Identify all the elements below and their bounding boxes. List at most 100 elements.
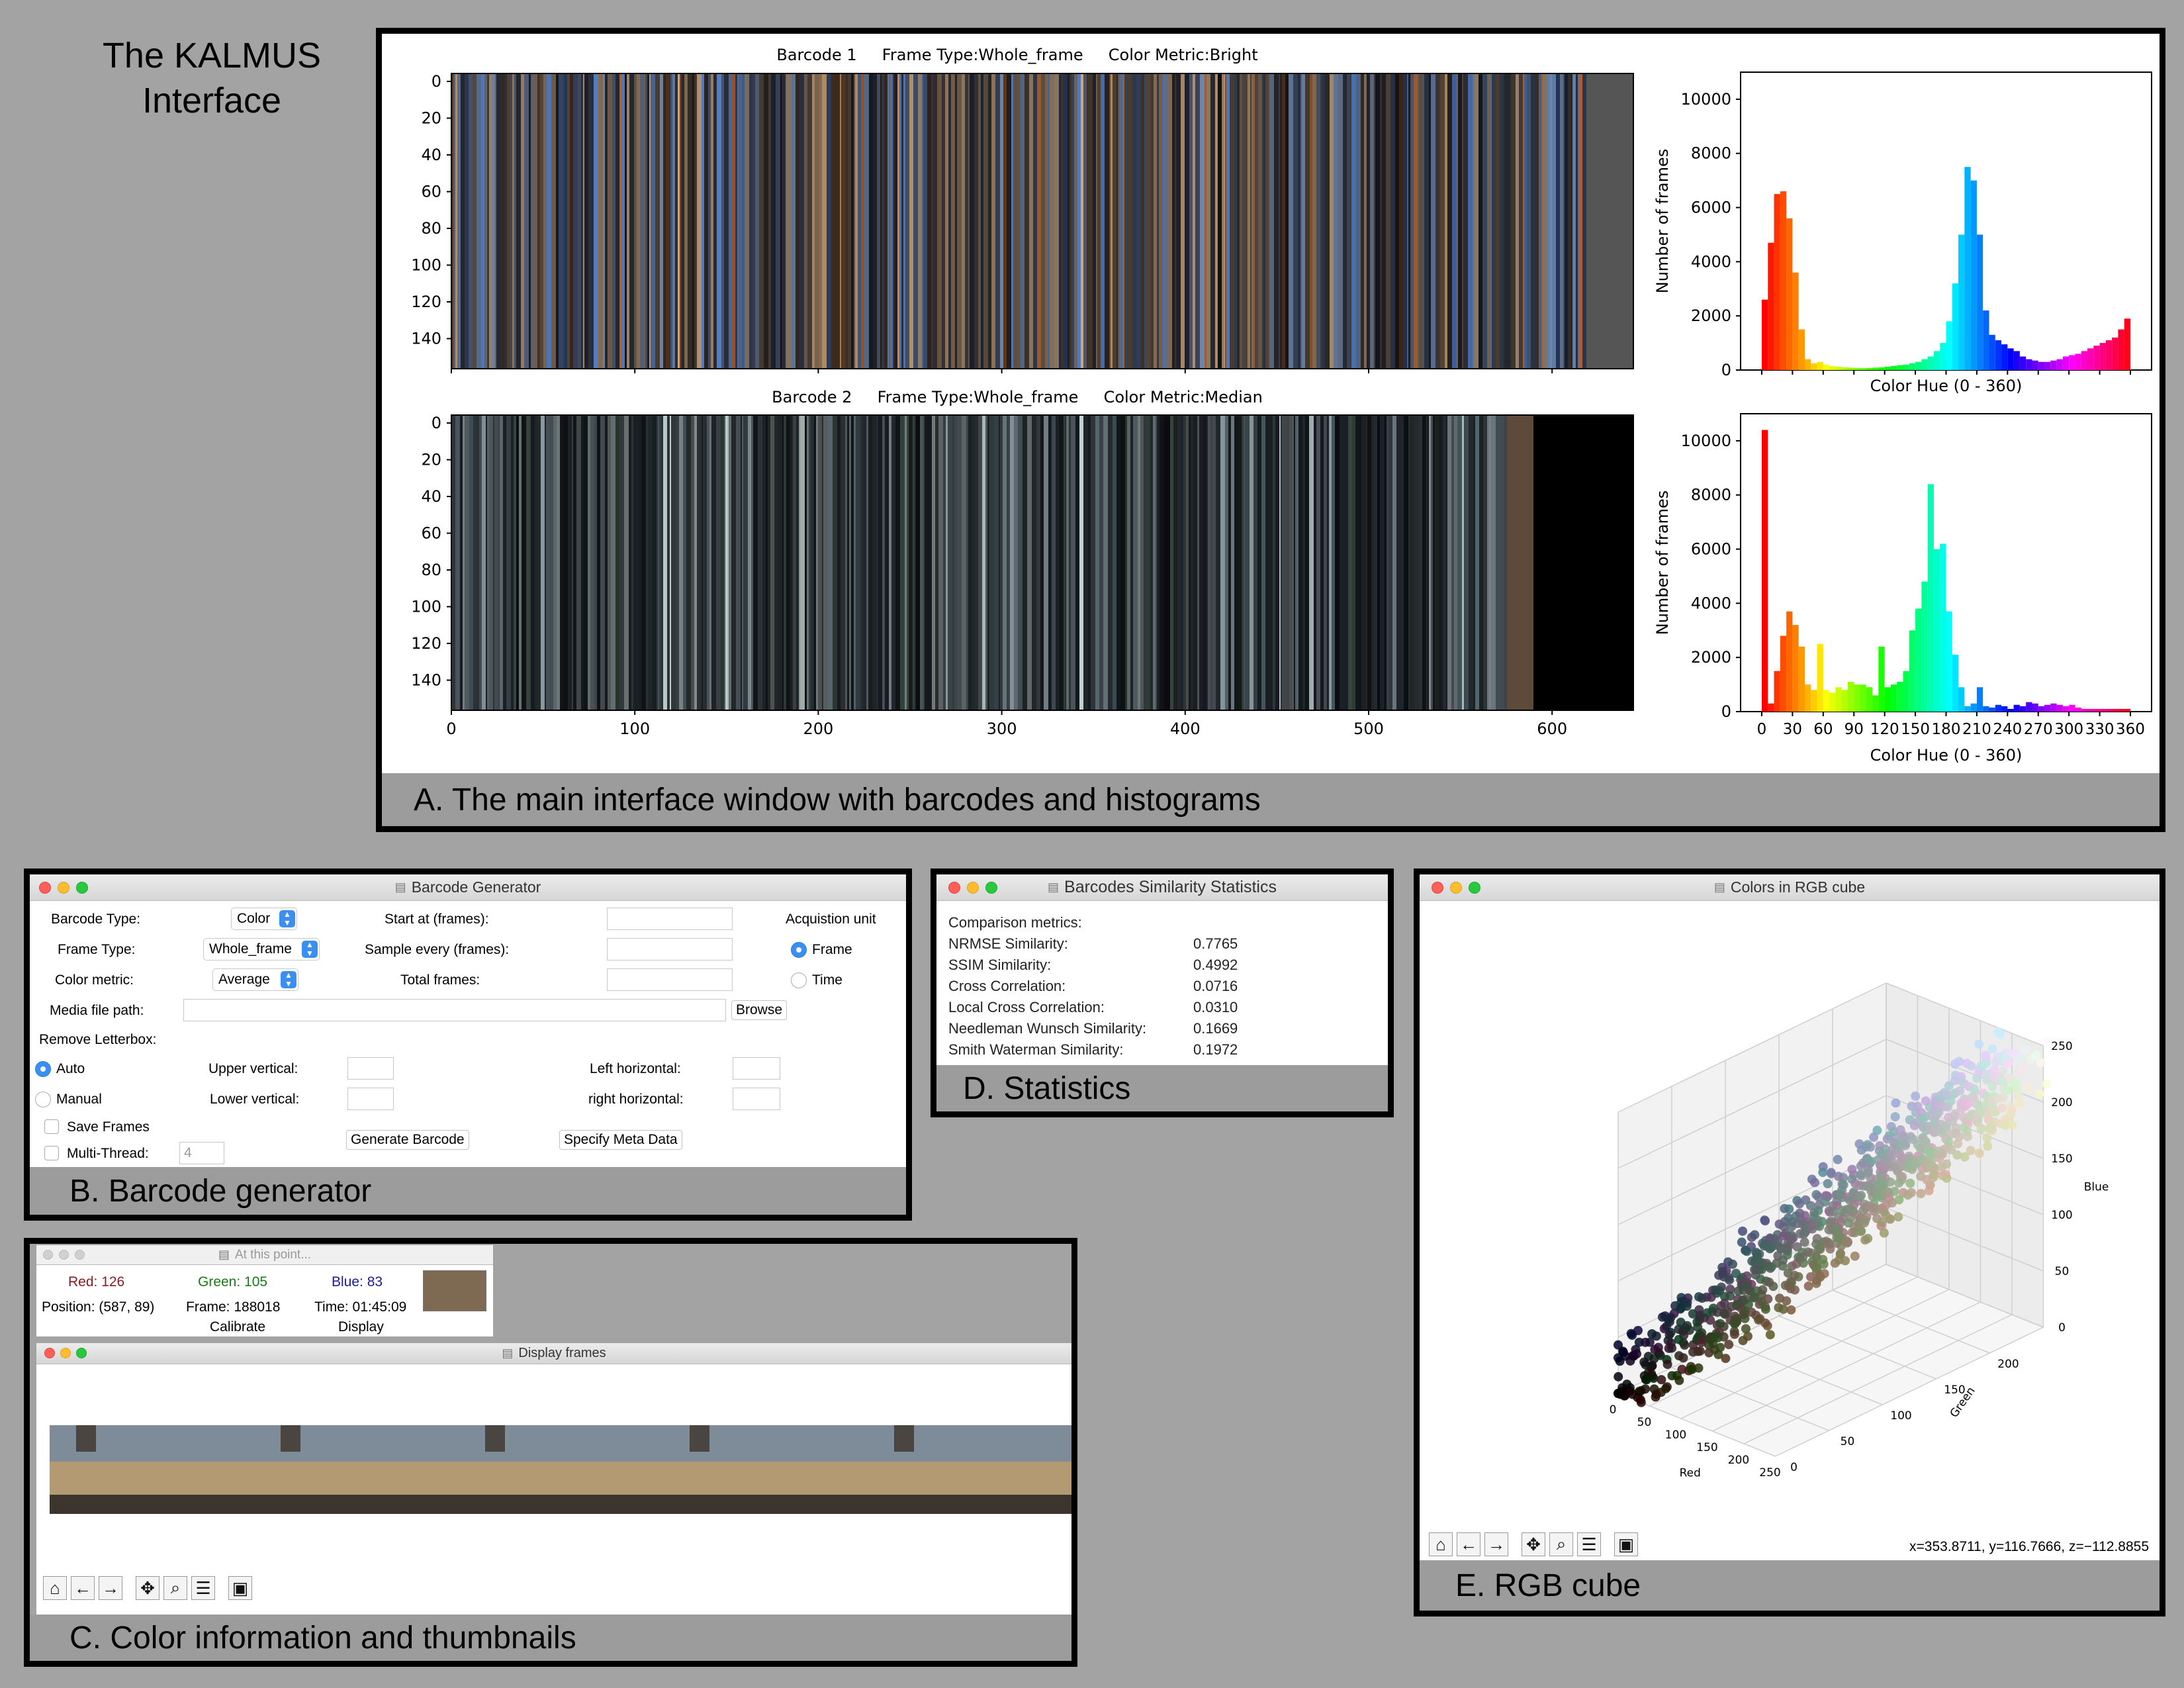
y-tick-label: 0 — [432, 414, 441, 432]
save-frames-checkbox[interactable] — [44, 1119, 59, 1134]
y-tick-label: 120 — [411, 634, 441, 653]
sample-every-input[interactable] — [607, 938, 733, 961]
rgb-point — [1811, 1278, 1821, 1288]
barcode-stripe — [1309, 416, 1314, 710]
barcode-stripe — [1157, 416, 1160, 710]
rgb-point — [1843, 1238, 1852, 1248]
barcode-stripe — [889, 416, 891, 710]
barcode-stripe — [1325, 74, 1326, 368]
barcode-stripe — [894, 74, 897, 368]
upper-vertical-input[interactable] — [347, 1057, 394, 1080]
rgb-point — [1869, 1132, 1879, 1142]
barcode-stripe — [1059, 416, 1064, 710]
barcode-stripe — [837, 416, 841, 710]
minimize-button[interactable] — [58, 882, 69, 894]
barcode-stripe — [717, 74, 721, 368]
browse-button[interactable]: Browse — [731, 1000, 788, 1020]
barcode-stripe — [1109, 74, 1111, 368]
barcode-stripe — [1380, 74, 1382, 368]
close-button[interactable] — [39, 882, 51, 894]
barcode-stripe — [1195, 74, 1200, 368]
close-button[interactable] — [43, 1250, 53, 1260]
histogram-bar — [1780, 635, 1787, 712]
configure-icon[interactable]: ☰ — [1577, 1532, 1601, 1556]
pan-icon[interactable]: ✥ — [1522, 1532, 1545, 1556]
maximize-button[interactable] — [76, 882, 88, 894]
maximize-button[interactable] — [76, 1348, 87, 1358]
x-axis-label: Color Hue (0 - 360) — [1870, 746, 2023, 765]
frame-radio[interactable] — [791, 942, 807, 958]
barcode-stripe — [1017, 74, 1021, 368]
barcode-stripe — [1091, 416, 1095, 710]
minimize-button[interactable] — [59, 1250, 69, 1260]
lower-vertical-input[interactable] — [347, 1088, 394, 1110]
barcode-stripe — [735, 74, 737, 368]
maximize-button[interactable] — [985, 882, 997, 894]
close-button[interactable] — [948, 882, 960, 894]
back-arrow-icon[interactable]: ← — [1457, 1532, 1480, 1556]
zoom-icon[interactable]: ⌕ — [1549, 1532, 1573, 1556]
barcode-stripe — [854, 74, 855, 368]
barcode-stripe — [1007, 74, 1011, 368]
calibrate-button[interactable]: Calibrate — [210, 1319, 266, 1335]
barcode-type-select[interactable]: Color ▲ ▼ — [231, 908, 297, 930]
barcode-stripe — [584, 416, 588, 710]
right-horizontal-input[interactable] — [733, 1088, 780, 1110]
barcode-stripe — [1013, 74, 1017, 368]
rgb-point — [1813, 1205, 1823, 1215]
pan-icon[interactable]: ✥ — [136, 1576, 159, 1600]
maximize-button[interactable] — [75, 1250, 85, 1260]
manual-radio[interactable] — [35, 1092, 51, 1107]
barcode-stripe — [792, 74, 796, 368]
close-button[interactable] — [44, 1348, 55, 1358]
home-icon[interactable]: ⌂ — [43, 1576, 67, 1600]
barcode-stripe — [968, 74, 970, 368]
multi-thread-label: Multi-Thread: — [67, 1146, 149, 1161]
minimize-button[interactable] — [1450, 882, 1462, 894]
x-tick-label: 60 — [1813, 721, 1833, 738]
total-frames-input[interactable] — [607, 968, 733, 991]
barcode-stripe — [507, 74, 510, 368]
back-arrow-icon[interactable]: ← — [71, 1576, 95, 1600]
histogram-bar — [1909, 363, 1916, 370]
configure-icon[interactable]: ☰ — [191, 1576, 215, 1600]
barcode-stripe — [913, 74, 918, 368]
forward-arrow-icon[interactable]: → — [1484, 1532, 1508, 1556]
display-button[interactable]: Display — [338, 1319, 384, 1335]
specify-meta-data-button[interactable]: Specify Meta Data — [559, 1130, 682, 1150]
frame-type-select[interactable]: Whole_frame ▲ ▼ — [203, 938, 320, 961]
barcode-stripe — [651, 74, 655, 368]
minimize-button[interactable] — [60, 1348, 71, 1358]
generate-barcode-button[interactable]: Generate Barcode — [346, 1130, 469, 1150]
histogram-bar — [1817, 643, 1823, 712]
barcode-stripe — [1071, 416, 1075, 710]
save-icon[interactable]: ▣ — [1614, 1532, 1638, 1556]
multi-thread-checkbox[interactable] — [44, 1146, 59, 1160]
home-icon[interactable]: ⌂ — [1429, 1532, 1453, 1556]
histogram-bar — [1946, 611, 1952, 712]
maximize-button[interactable] — [1469, 882, 1480, 894]
start-at-input[interactable] — [607, 908, 733, 930]
save-icon[interactable]: ▣ — [228, 1576, 252, 1600]
forward-arrow-icon[interactable]: → — [99, 1576, 122, 1600]
auto-radio[interactable] — [35, 1061, 51, 1077]
barcode-stripe — [957, 74, 962, 368]
thread-count-input[interactable]: 4 — [179, 1142, 224, 1164]
histogram-bar — [1927, 484, 1934, 712]
media-path-input[interactable] — [183, 999, 726, 1021]
barcode-stripe — [1261, 416, 1265, 710]
rgb-point — [1879, 1228, 1889, 1238]
close-button[interactable] — [1432, 882, 1443, 894]
barcode-stripe — [563, 74, 565, 368]
barcode-stripe — [714, 416, 716, 710]
barcode-stripe — [666, 74, 669, 368]
time-radio[interactable] — [791, 972, 807, 988]
rgb-point — [1819, 1269, 1829, 1279]
minimize-button[interactable] — [967, 882, 979, 894]
zoom-icon[interactable]: ⌕ — [163, 1576, 187, 1600]
cursor-coordinates: x=353.8711, y=116.7666, z=−112.8855 — [1909, 1539, 2149, 1554]
color-metric-select[interactable]: Average ▲ ▼ — [212, 968, 298, 991]
barcode-stripe — [1332, 416, 1335, 710]
rgb-point — [1715, 1342, 1725, 1352]
left-horizontal-input[interactable] — [733, 1057, 780, 1080]
